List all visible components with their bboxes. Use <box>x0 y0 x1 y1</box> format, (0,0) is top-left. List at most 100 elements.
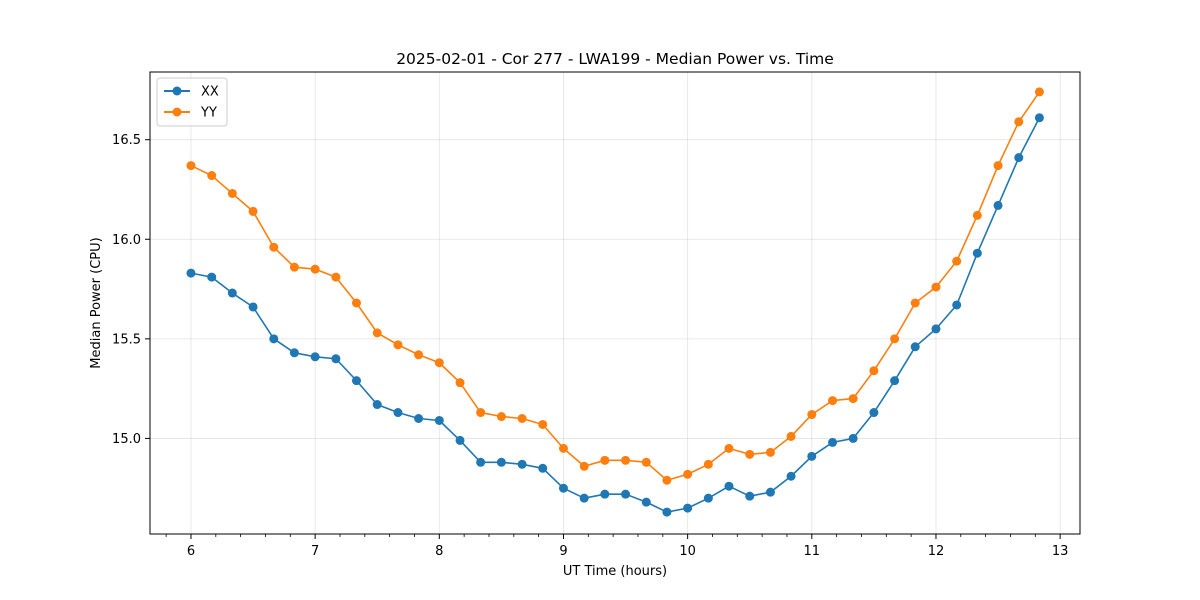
data-point-xx <box>496 457 506 467</box>
data-point-yy <box>1014 117 1024 127</box>
data-point-yy <box>227 188 237 198</box>
x-tick-label: 8 <box>435 544 443 559</box>
data-point-yy <box>765 447 775 457</box>
data-point-yy <box>476 408 486 418</box>
data-point-xx <box>641 497 651 507</box>
data-point-yy <box>372 328 382 338</box>
data-point-xx <box>289 348 299 358</box>
data-point-yy <box>434 358 444 368</box>
data-point-yy <box>186 161 196 171</box>
data-point-yy <box>972 210 982 220</box>
data-point-yy <box>621 455 631 465</box>
data-point-yy <box>414 350 424 360</box>
data-point-yy <box>1034 87 1044 97</box>
data-point-yy <box>683 469 693 479</box>
data-point-xx <box>786 471 796 481</box>
data-point-xx <box>765 487 775 497</box>
data-point-xx <box>828 437 838 447</box>
x-tick-label: 12 <box>928 544 945 559</box>
data-point-yy <box>496 412 506 422</box>
data-point-yy <box>517 414 527 423</box>
legend-marker-yy <box>172 107 182 117</box>
data-point-xx <box>1014 153 1024 163</box>
data-point-yy <box>331 272 341 282</box>
data-point-yy <box>207 171 217 181</box>
data-point-xx <box>621 489 631 499</box>
data-point-xx <box>1034 113 1044 123</box>
data-point-xx <box>227 288 237 298</box>
data-point-xx <box>579 493 589 503</box>
data-point-xx <box>414 414 424 423</box>
y-tick-label: 15.5 <box>112 332 141 347</box>
data-point-xx <box>952 300 962 310</box>
data-point-xx <box>310 352 320 362</box>
data-point-xx <box>972 248 982 258</box>
data-point-yy <box>310 264 320 274</box>
data-point-yy <box>807 410 817 420</box>
data-point-yy <box>662 475 672 485</box>
data-point-xx <box>724 481 734 491</box>
data-point-yy <box>289 262 299 272</box>
data-point-xx <box>351 376 361 386</box>
data-point-xx <box>186 268 196 278</box>
y-tick-label: 16.0 <box>112 233 141 248</box>
x-tick-label: 7 <box>311 544 319 559</box>
data-point-yy <box>952 256 962 266</box>
x-axis-label: UT Time (hours) <box>563 564 667 579</box>
y-axis: 15.0 15.5 16.0 16.5 <box>112 133 150 447</box>
data-point-yy <box>910 298 920 308</box>
x-tick-label: 13 <box>1052 544 1069 559</box>
legend-label-xx: XX <box>201 85 219 100</box>
data-point-xx <box>269 334 279 344</box>
data-point-xx <box>207 272 217 282</box>
data-point-yy <box>641 457 651 467</box>
data-point-yy <box>993 161 1003 171</box>
data-point-xx <box>600 489 610 499</box>
data-point-xx <box>517 459 527 469</box>
x-tick-label: 9 <box>559 544 567 559</box>
data-point-xx <box>372 400 382 410</box>
data-point-xx <box>393 408 403 418</box>
data-point-yy <box>848 394 858 404</box>
data-point-xx <box>248 302 258 312</box>
data-point-xx <box>993 200 1003 210</box>
x-tick-label: 10 <box>679 544 696 559</box>
data-point-yy <box>351 298 361 308</box>
data-point-yy <box>869 366 879 376</box>
plot-frame <box>149 71 1081 535</box>
data-point-xx <box>662 507 672 517</box>
data-point-xx <box>434 415 444 425</box>
data-point-xx <box>910 342 920 352</box>
data-point-xx <box>538 463 548 473</box>
data-point-xx <box>476 457 486 467</box>
data-point-xx <box>931 324 941 334</box>
data-point-yy <box>703 459 713 469</box>
data-point-yy <box>931 282 941 292</box>
data-point-yy <box>455 378 465 388</box>
legend-marker-xx <box>172 86 182 96</box>
y-tick-label: 16.5 <box>112 133 141 148</box>
x-axis: 6 7 8 9 10 11 12 13 <box>165 534 1069 559</box>
data-point-yy <box>828 396 838 406</box>
data-point-yy <box>724 443 734 453</box>
data-point-xx <box>331 354 341 364</box>
data-point-yy <box>890 334 900 344</box>
data-point-xx <box>558 483 568 493</box>
data-point-xx <box>848 433 858 443</box>
data-point-xx <box>455 435 465 445</box>
data-point-yy <box>745 449 755 459</box>
data-point-xx <box>869 408 879 418</box>
data-point-yy <box>248 206 258 216</box>
data-point-xx <box>703 493 713 503</box>
data-point-xx <box>890 376 900 386</box>
y-tick-label: 15.0 <box>112 432 141 447</box>
legend-label-yy: YY <box>200 106 217 121</box>
legend: XX YY <box>156 77 228 127</box>
data-point-yy <box>558 443 568 453</box>
data-point-xx <box>807 451 817 461</box>
data-point-yy <box>786 431 796 441</box>
data-point-xx <box>683 503 693 513</box>
data-point-yy <box>538 419 548 429</box>
data-point-yy <box>269 242 279 252</box>
